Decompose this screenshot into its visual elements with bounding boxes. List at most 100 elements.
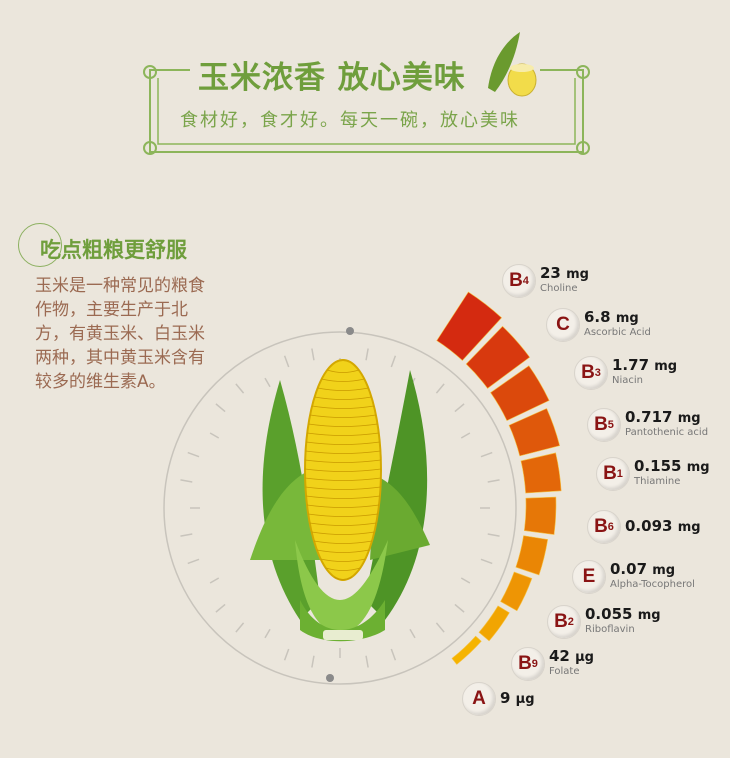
nutrient-unit: μg — [515, 692, 535, 707]
dial-tick — [390, 648, 397, 661]
corn-kernel-row — [305, 477, 381, 481]
dial-dot — [346, 327, 354, 335]
dial-tick — [215, 603, 226, 613]
vitamin-letter: A — [472, 688, 486, 709]
corn-kernel-row — [316, 549, 370, 553]
section-circle-decor — [18, 223, 62, 267]
vitamin-badge: E — [572, 560, 606, 594]
dial-tick — [283, 648, 290, 661]
vitamin-letter: B — [509, 270, 523, 291]
nutrient-name: Ascorbic Acid — [584, 327, 651, 338]
dial-tick — [187, 558, 200, 565]
dial-tick — [435, 383, 445, 394]
dial-tick — [209, 432, 220, 439]
nutrient-unit: mg — [686, 460, 710, 475]
nutrient-value: 0.155 — [634, 457, 682, 475]
nutrient-value: 23 — [540, 264, 561, 282]
nutrient-unit: mg — [677, 411, 701, 426]
nutrient-value: 0.055 — [585, 605, 633, 623]
corn-kernel-row — [306, 504, 380, 508]
dial — [163, 327, 517, 685]
nutrient-bar — [508, 408, 561, 457]
dial-tick — [487, 533, 500, 537]
dial-tick — [283, 355, 290, 368]
nutrient-name: Folate — [549, 666, 580, 677]
nutrient-unit: μg — [575, 650, 594, 665]
corn-kernel-row — [325, 567, 361, 571]
vitamin-letter: B — [603, 463, 617, 484]
dial-tick — [480, 451, 493, 458]
vitamin-subscript: 2 — [567, 616, 574, 628]
vitamin-subscript: 1 — [616, 468, 623, 480]
nutrient-value: 0.717 — [625, 408, 673, 426]
corn-kernel-row — [311, 531, 375, 535]
corn-kernel-row — [317, 387, 369, 391]
dial-tick — [264, 377, 271, 388]
nutrient-value: 0.093 — [625, 517, 673, 535]
vitamin-letter: B — [594, 414, 608, 435]
vitamin-subscript: 4 — [522, 275, 529, 287]
nutrient-bar — [490, 365, 550, 422]
nutrient-bar — [451, 635, 482, 665]
nutrient-item: E 0.07 mg Alpha-Tocopherol — [572, 560, 695, 594]
dial-tick — [235, 383, 245, 394]
corn-illustration — [250, 359, 430, 642]
corn-kernel-row — [308, 423, 378, 427]
corn-kernel-row — [305, 459, 381, 463]
nutrient-value: 42 — [549, 647, 570, 665]
dial-tick — [390, 355, 397, 368]
nutrient-name: Thiamine — [634, 476, 681, 487]
dial-tick — [235, 622, 245, 633]
dial-tick — [435, 622, 445, 633]
nutrient-value: 1.77 — [612, 356, 650, 374]
nutrient-name: Riboflavin — [585, 624, 635, 635]
nutrient-value: 0.07 — [610, 560, 648, 578]
vitamin-badge: A — [462, 682, 496, 716]
nutrient-name: Niacin — [612, 375, 644, 386]
corn-kernel-row — [304, 468, 382, 472]
nutrient-bar — [478, 605, 510, 642]
dial-tick — [365, 348, 369, 361]
dial-tick — [454, 403, 465, 413]
nutrient-item: C 6.8 mg Ascorbic Acid — [546, 308, 651, 342]
vitamin-letter: B — [594, 516, 608, 537]
nutrient-name: Pantothenic acid — [625, 427, 709, 438]
nutrient-unit: mg — [652, 563, 676, 578]
corn-kernel-row — [308, 513, 378, 517]
vitamin-letter: E — [582, 566, 596, 587]
nutrient-bar — [436, 291, 503, 361]
corn-kernel-row — [307, 432, 379, 436]
page-subtitle: 食材好，食才好。每天一碗，放心美味 — [180, 110, 520, 131]
dial-tick — [209, 577, 220, 584]
dial-tick — [311, 348, 315, 361]
nutrient-bar — [515, 535, 549, 576]
nutrient-bar-arc — [436, 291, 562, 665]
vitamin-letter: B — [581, 362, 595, 383]
nutrient-unit: mg — [566, 267, 589, 282]
corn-kernel-row — [333, 576, 353, 580]
dial-tick — [365, 655, 369, 668]
dial-tick — [460, 577, 471, 584]
corn-kernel-row — [321, 378, 365, 382]
vitamin-letter: B — [518, 653, 532, 674]
vitamin-subscript: 5 — [607, 419, 614, 431]
corn-kernel-row — [309, 522, 377, 526]
vitamin-subscript: 3 — [594, 367, 601, 379]
dial-tick — [187, 451, 200, 458]
nutrient-bar — [500, 571, 533, 612]
dial-tick — [409, 628, 416, 639]
dial-ring — [163, 331, 517, 685]
dial-tick — [180, 479, 193, 483]
corn-kernel-row — [313, 540, 373, 544]
